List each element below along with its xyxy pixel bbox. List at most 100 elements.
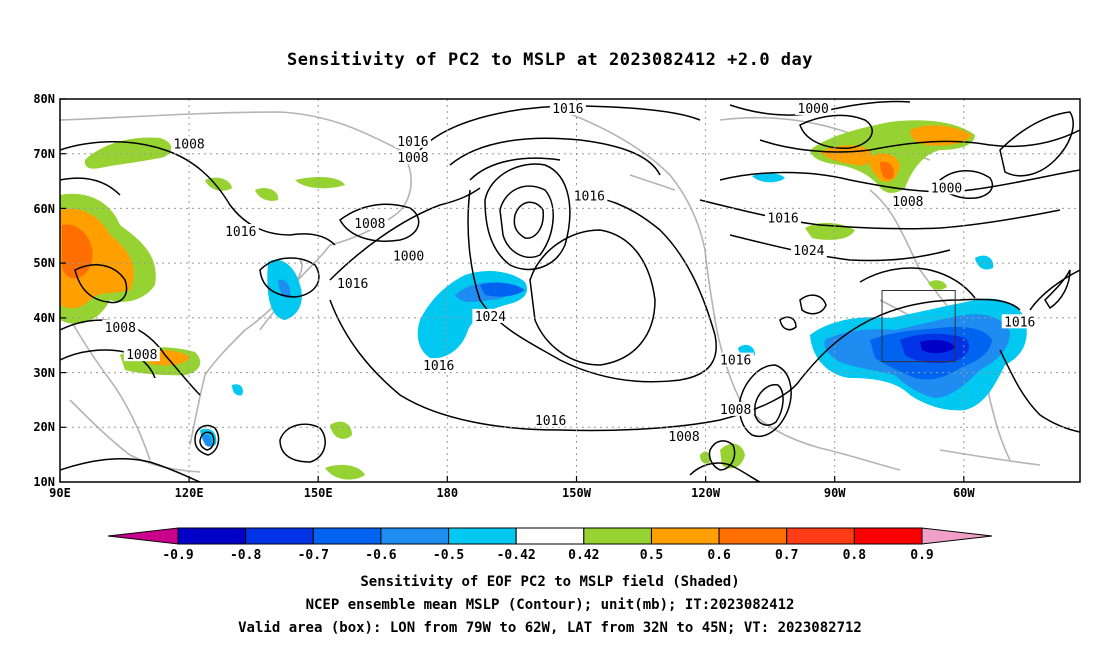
colorbar-high-arrow [921, 527, 993, 545]
contour-label-bg [171, 136, 208, 151]
colorbar-label: -0.8 [230, 548, 261, 563]
colorbar-swatch [515, 527, 585, 545]
lat-label: 70N [33, 147, 55, 161]
contour-label-bg [390, 248, 427, 263]
colorbar-swatch [380, 527, 450, 545]
lat-label: 10N [33, 475, 55, 489]
colorbar-label: -0.6 [365, 548, 396, 563]
contour-label: 1016 [767, 211, 798, 226]
contour-label: 1016 [225, 225, 256, 240]
colorbar-label: 0.6 [707, 548, 731, 563]
contour-label: 1024 [793, 244, 824, 259]
colorbar-swatch [718, 527, 788, 545]
contour-label-bg [717, 401, 754, 416]
contour-label-bg [765, 210, 802, 225]
colorbar-label: 0.5 [640, 548, 663, 563]
contour-label: 1008 [668, 430, 699, 445]
axis-ticks [59, 98, 965, 482]
contour-label-bg [351, 215, 388, 230]
colorbar-label: 0.7 [775, 548, 798, 563]
contour-label: 1016 [552, 102, 583, 117]
contour-label: 1000 [931, 181, 962, 196]
contour-label: 1008 [173, 138, 204, 153]
colorbar-label: 0.42 [568, 548, 599, 563]
sensitivity-shading [60, 120, 1027, 480]
lon-labels: 90E 120E 150E 180 150W 120W 90W 60W [49, 486, 975, 500]
colorbar-swatch [583, 527, 652, 545]
contour-label-bg [928, 180, 965, 195]
lat-label: 40N [33, 311, 55, 325]
map-title: Sensitivity of PC2 to MSLP at 2023082412… [286, 50, 813, 70]
contour-label: 1024 [475, 310, 506, 325]
colorbar-swatch [177, 527, 247, 545]
contour-label: 1016 [397, 135, 428, 150]
contour-label-bg [334, 276, 371, 291]
contour-label: 1016 [337, 277, 368, 292]
contour-label: 1008 [397, 151, 428, 166]
colorbar-label: -0.7 [298, 548, 329, 563]
contour-label-bg [571, 188, 608, 203]
contour-label-bg [394, 133, 431, 148]
contour-label: 1008 [892, 195, 923, 210]
colorbar-swatch [448, 527, 517, 545]
lon-label: 90E [49, 486, 71, 500]
gridlines [60, 99, 1080, 482]
lon-label: 60W [953, 486, 975, 500]
contour-label: 1000 [798, 102, 829, 117]
contour-label: 1016 [720, 354, 751, 369]
lon-label: 150W [562, 486, 592, 500]
colorbar-swatch [786, 527, 855, 545]
contour-label-bg [420, 358, 457, 373]
map-frame [59, 98, 1081, 483]
colorbar-swatch [853, 527, 923, 545]
lat-labels: 80N 70N 60N 50N 40N 30N 20N 10N [33, 92, 55, 489]
contour-label: 1008 [720, 403, 751, 418]
lat-label: 80N [33, 92, 55, 106]
lat-label: 30N [33, 366, 55, 380]
contour-label: 1016 [1004, 315, 1035, 330]
lon-label: 120E [175, 486, 204, 500]
lon-label: 150E [304, 486, 333, 500]
colorbar-label: 0.9 [910, 548, 933, 563]
contour-label-bg [666, 429, 703, 444]
contour-label-bg [394, 150, 431, 165]
lat-label: 50N [33, 256, 55, 270]
colorbar-swatch [650, 527, 720, 545]
contour-label: 1000 [393, 250, 424, 265]
contour-label: 1008 [105, 321, 136, 336]
contour-label-bg [549, 100, 586, 115]
colorbar-swatch [312, 527, 382, 545]
contour-label-bg [889, 193, 926, 208]
lat-label: 60N [33, 202, 55, 216]
contour-label-bg [717, 352, 754, 367]
contour-label-bg [123, 347, 160, 362]
colorbar-swatch [245, 527, 314, 545]
lat-label: 20N [33, 420, 55, 434]
colorbar-label: 0.8 [843, 548, 867, 563]
lon-label: 90W [824, 486, 846, 500]
contour-label-bg [472, 308, 509, 323]
colorbar-label: -0.9 [162, 548, 193, 563]
colorbar-low-arrow [107, 527, 179, 545]
contour-label-bg [102, 319, 139, 334]
contour-label-bg [790, 243, 827, 258]
lon-label: 120W [691, 486, 721, 500]
contour-label-bg [795, 100, 832, 115]
contour-label: 1016 [535, 414, 566, 429]
caption-valid-area: Valid area (box): LON from 79W to 62W, L… [238, 620, 862, 636]
contour-label: 1016 [574, 189, 605, 204]
caption-contour: NCEP ensemble mean MSLP (Contour); unit(… [305, 597, 795, 613]
colorbar-label: -0.5 [433, 548, 464, 563]
contour-label: 1008 [354, 217, 385, 232]
valid-area-box [881, 290, 956, 363]
colorbar: -0.9 -0.8 -0.7 -0.6 -0.5 -0.42 0.42 0.5 0.6 0.7 0.… [107, 527, 993, 563]
colorbar-label: -0.42 [497, 548, 536, 563]
contour-label-bg [532, 412, 569, 427]
contour-label: 1016 [423, 359, 454, 374]
contour-label-bg [1001, 314, 1038, 329]
contour-label: 1008 [126, 348, 157, 363]
caption-shaded: Sensitivity of EOF PC2 to MSLP field (Sh… [360, 574, 740, 590]
lon-label: 180 [436, 486, 458, 500]
